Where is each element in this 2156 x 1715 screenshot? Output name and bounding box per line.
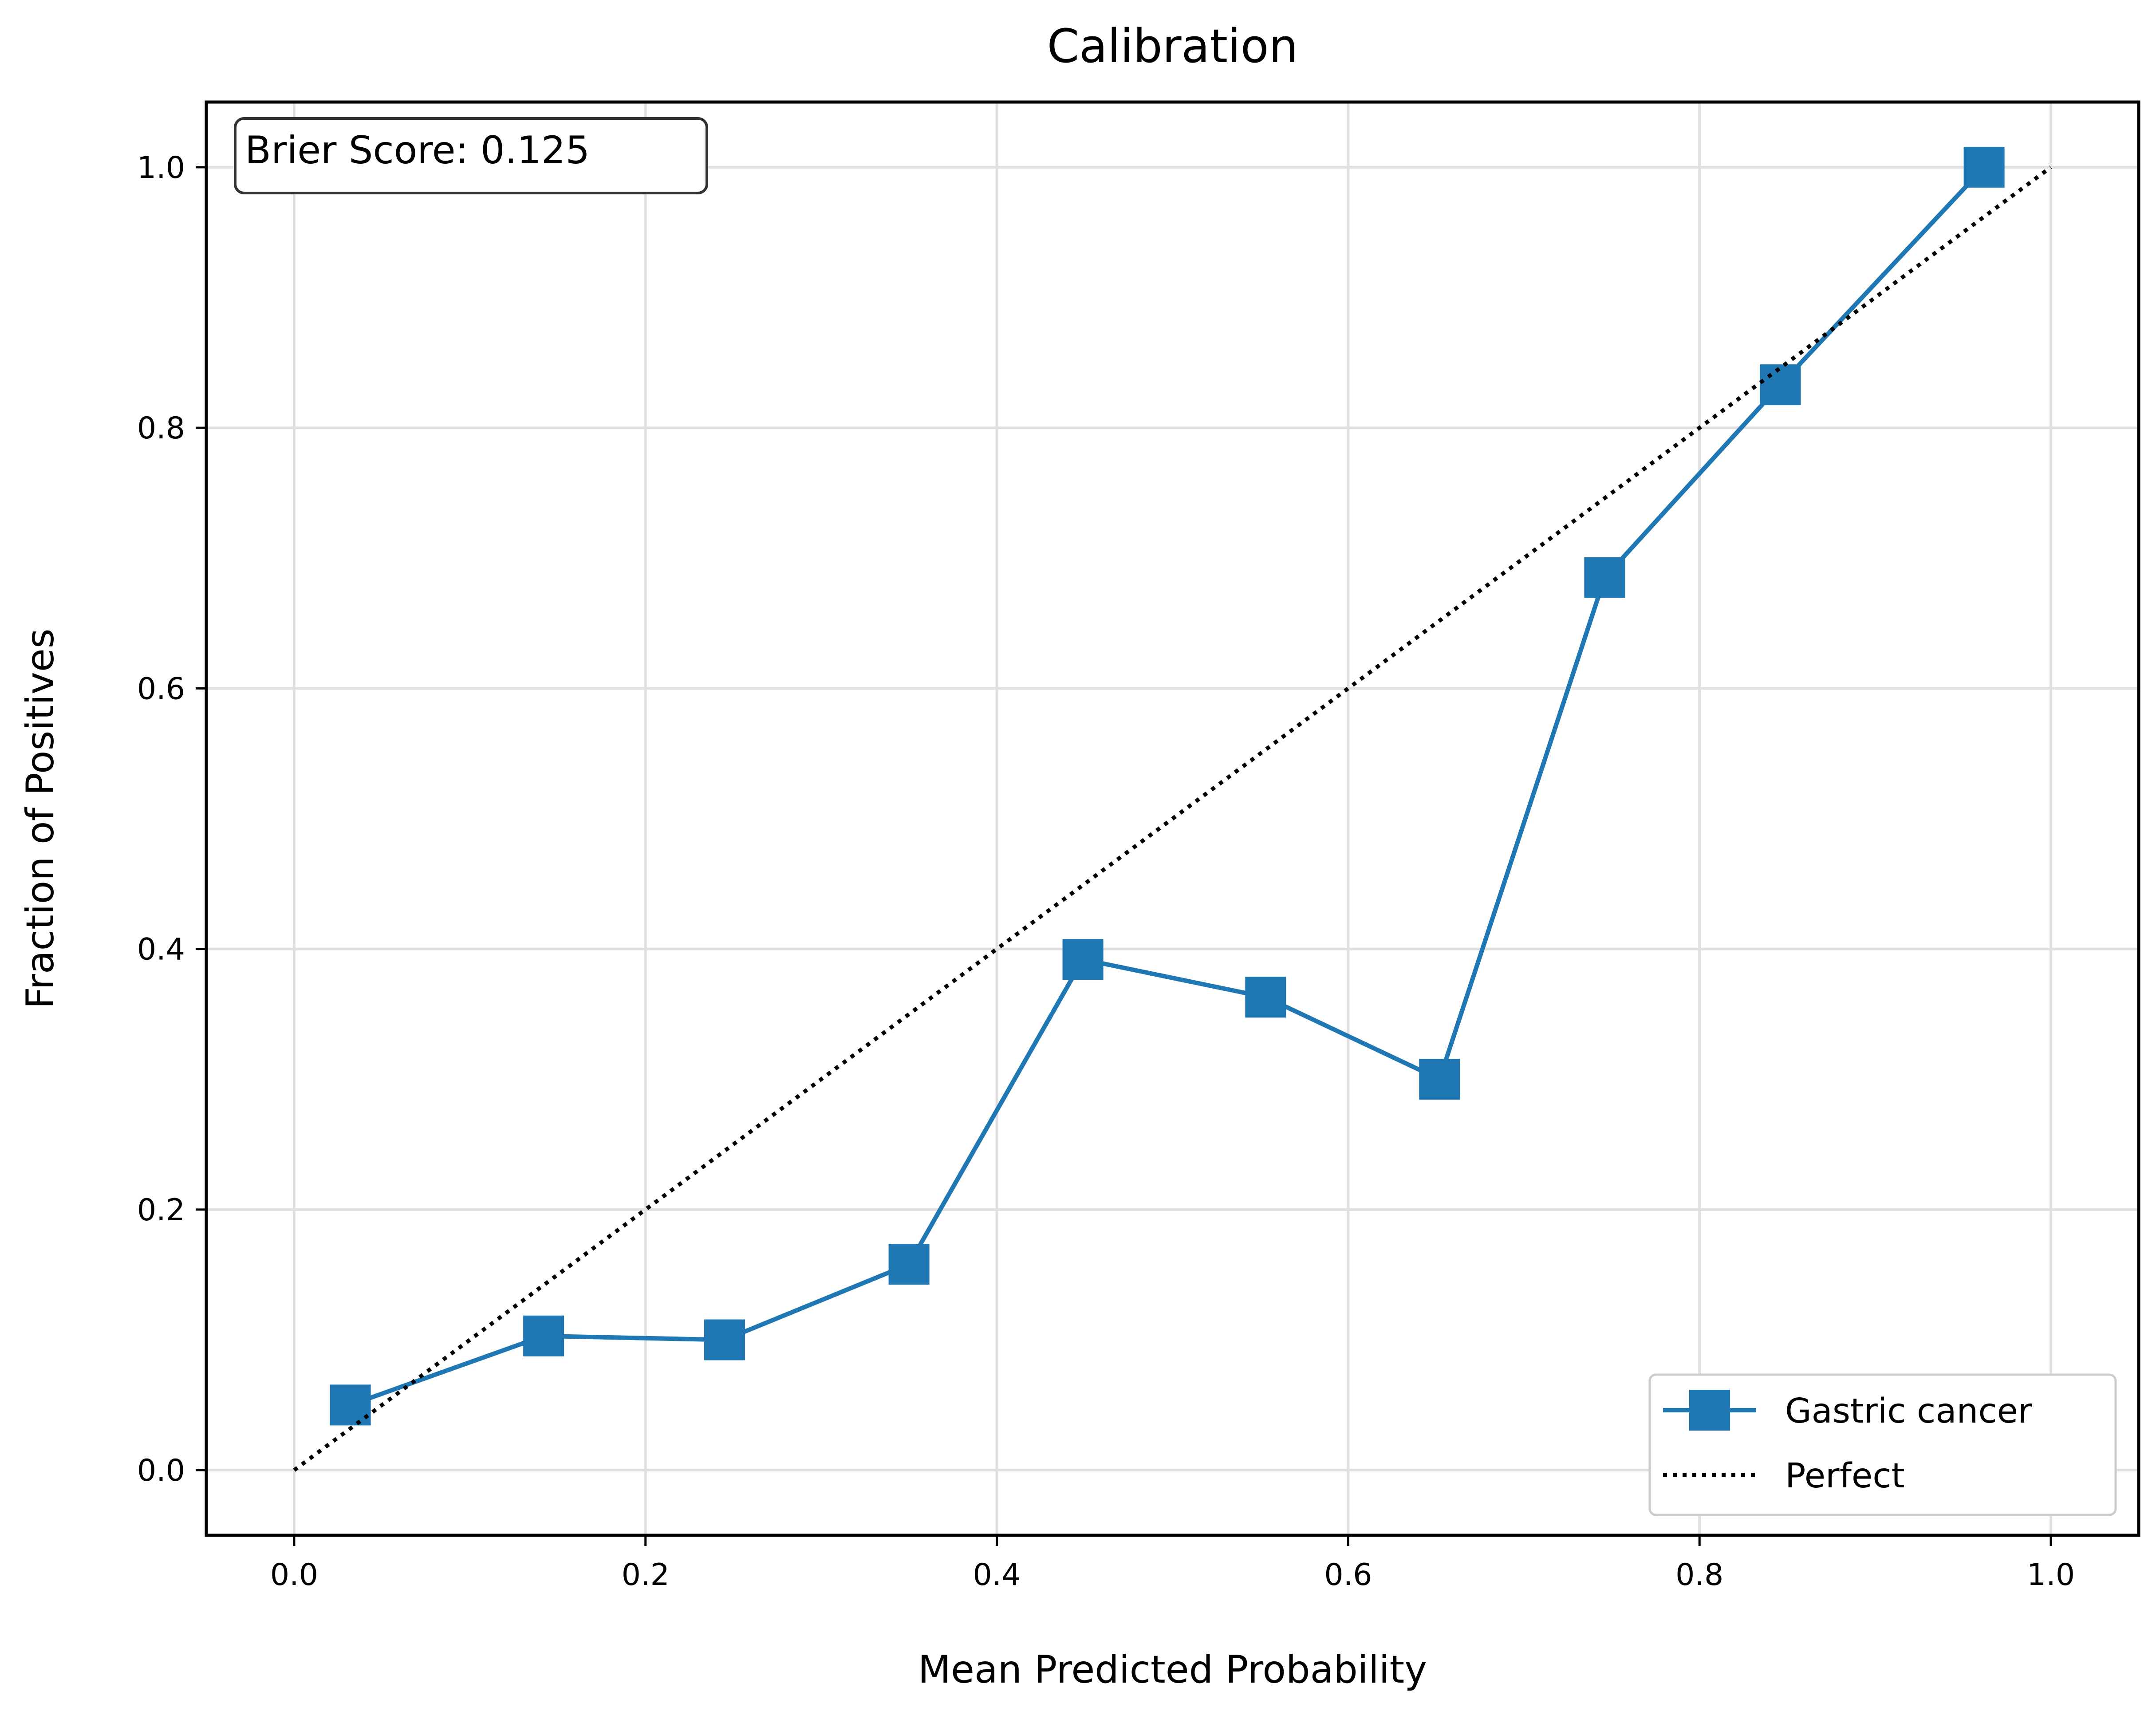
brier-score-text: Brier Score: 0.125 <box>245 128 590 173</box>
legend-label: Perfect <box>1785 1456 1905 1496</box>
legend-gastric-cancer-marker <box>1689 1390 1730 1431</box>
legend: Gastric cancer Perfect <box>1648 1373 2117 1516</box>
y-tick-label: 1.0 <box>137 150 185 185</box>
gastric-cancer-point <box>1963 146 2005 188</box>
gastric-cancer-point <box>704 1319 745 1360</box>
x-tick-label: 0.8 <box>1675 1557 1723 1593</box>
x-tick-label: 0.2 <box>622 1557 670 1593</box>
y-tick-label: 0.2 <box>137 1193 185 1228</box>
brier-score-annotation: Brier Score: 0.125 <box>234 117 708 194</box>
x-axis-title: Mean Predicted Probability <box>918 1648 1427 1692</box>
x-tick-label: 0.4 <box>973 1557 1021 1593</box>
gastric-cancer-point <box>1760 364 1801 406</box>
gastric-cancer-point <box>1245 977 1286 1018</box>
gastric-cancer-point <box>888 1244 930 1285</box>
x-tick-label: 0.0 <box>270 1557 318 1593</box>
gastric-cancer-point <box>1062 939 1104 980</box>
legend-label: Gastric cancer <box>1785 1392 2032 1431</box>
gastric-cancer-point <box>1419 1059 1460 1100</box>
y-tick-label: 0.4 <box>137 932 185 967</box>
gastric-cancer-point <box>1584 557 1625 598</box>
annotation-frame <box>234 117 708 194</box>
y-tick-label: 0.8 <box>137 411 185 446</box>
legend-frame <box>1648 1373 2117 1516</box>
plot-layer <box>293 146 2052 1472</box>
legend-items: Gastric cancer Perfect <box>1663 1390 2032 1496</box>
gastric-cancer-point <box>330 1384 371 1426</box>
y-tick-label: 0.0 <box>137 1453 185 1488</box>
plot-frame <box>205 100 2140 1537</box>
tick-layer: 0.0 0.2 0.4 0.6 0.8 1.0 0.0 0.2 0.4 0.6 0.8 1.0 <box>137 150 2075 1593</box>
gastric-cancer-point <box>523 1315 564 1356</box>
perfect-calibration-line <box>293 166 2052 1472</box>
chart-title: Calibration <box>1047 19 1298 73</box>
x-tick-label: 0.6 <box>1324 1557 1372 1593</box>
y-axis-title: Fraction of Positives <box>18 628 63 1009</box>
x-tick-label: 1.0 <box>2027 1557 2075 1593</box>
gastric-cancer-line <box>349 166 1986 1407</box>
y-tick-label: 0.6 <box>137 671 185 706</box>
grid-layer <box>206 102 2139 1535</box>
